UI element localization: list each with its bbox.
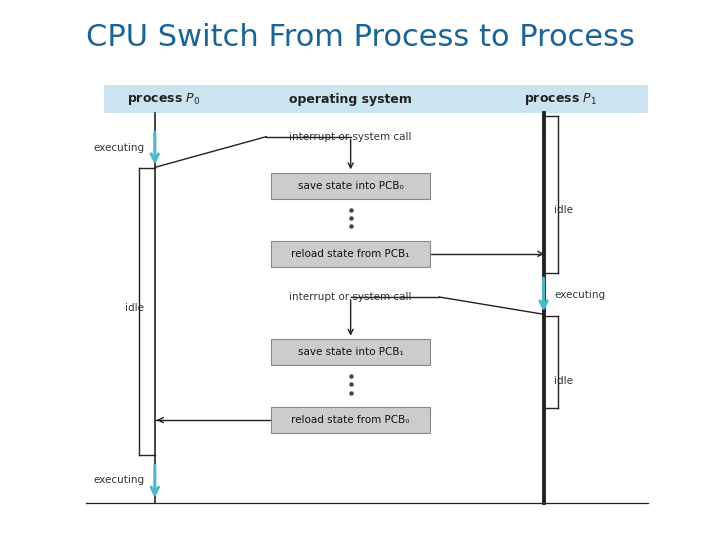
Text: idle: idle — [554, 376, 573, 386]
Text: executing: executing — [93, 475, 144, 484]
Text: reload state from PCB₁: reload state from PCB₁ — [292, 249, 410, 259]
Text: executing: executing — [93, 143, 144, 153]
Text: idle: idle — [125, 303, 144, 313]
Text: save state into PCB₀: save state into PCB₀ — [298, 181, 403, 191]
Bar — [271, 407, 430, 433]
Bar — [271, 173, 430, 199]
Text: process $P_1$: process $P_1$ — [523, 91, 597, 107]
Bar — [475, 85, 648, 113]
Text: reload state from PCB₀: reload state from PCB₀ — [292, 415, 410, 425]
Bar — [227, 85, 475, 113]
Text: process $P_0$: process $P_0$ — [127, 91, 201, 107]
Text: save state into PCB₁: save state into PCB₁ — [298, 347, 403, 357]
Text: executing: executing — [554, 290, 606, 300]
Text: operating system: operating system — [289, 93, 412, 106]
Text: CPU Switch From Process to Process: CPU Switch From Process to Process — [86, 23, 634, 52]
Text: interrupt or system call: interrupt or system call — [289, 292, 412, 302]
Bar — [271, 241, 430, 267]
Text: interrupt or system call: interrupt or system call — [289, 132, 412, 141]
Bar — [271, 339, 430, 365]
Text: idle: idle — [554, 205, 573, 214]
Bar — [104, 85, 227, 113]
